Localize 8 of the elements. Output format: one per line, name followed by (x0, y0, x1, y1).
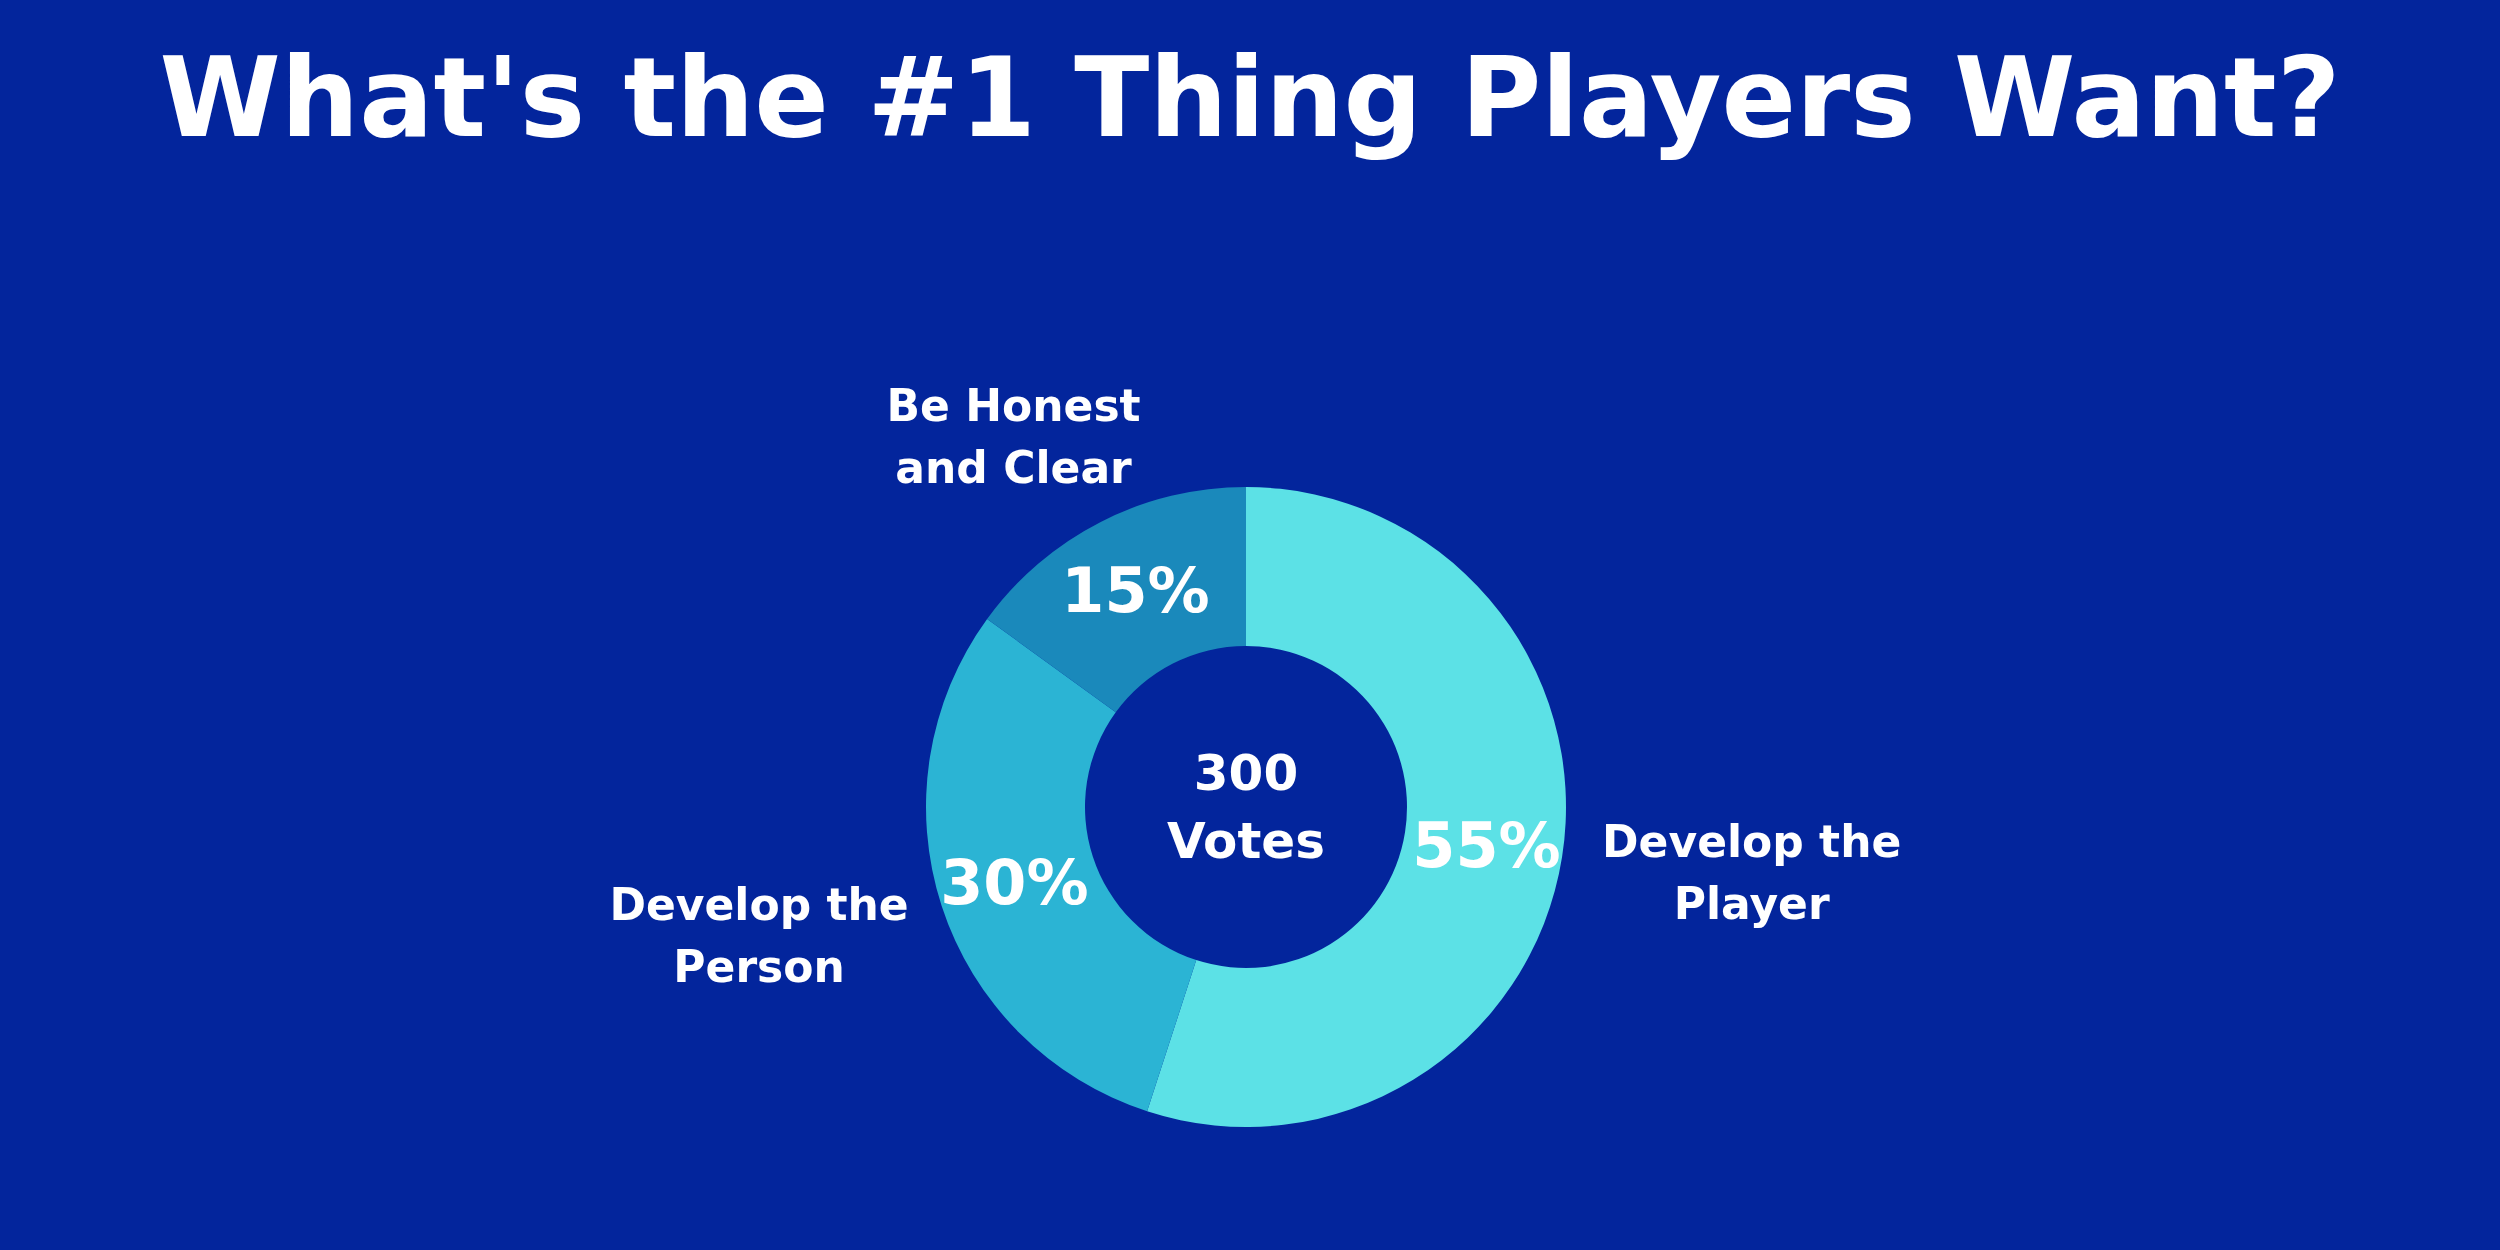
text: 300 Votes (1167, 744, 1325, 870)
data-label: 30% (940, 845, 1089, 919)
slice-label: Develop the Player (1602, 815, 1902, 929)
slice-label: Be Honest and Clear (886, 379, 1141, 493)
chart-title: What's the #1 Thing Players Want? (159, 34, 2341, 162)
data-label: 55% (1412, 808, 1561, 882)
slice-label: Develop the Person (609, 879, 909, 993)
data-label: 15% (1061, 553, 1210, 627)
